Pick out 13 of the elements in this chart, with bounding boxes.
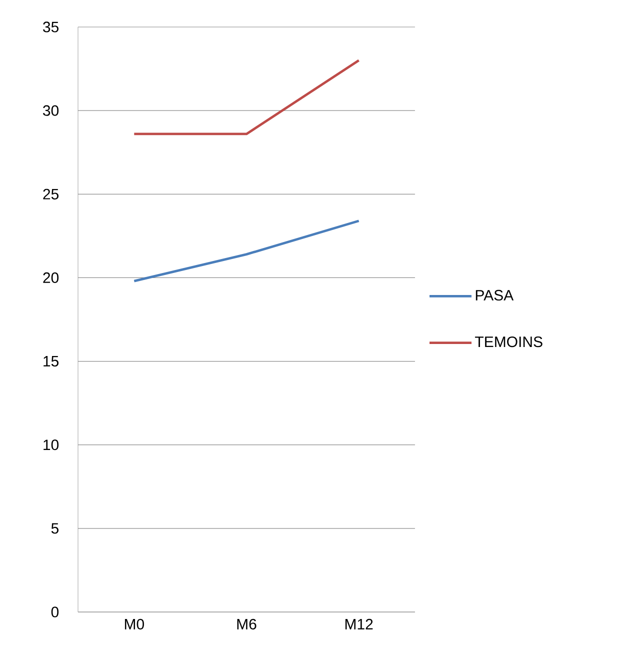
y-tick-label: 30 [43, 105, 59, 116]
y-tick-label: 0 [51, 606, 59, 618]
y-tick-label: 15 [44, 356, 59, 367]
y-tick-label: 10 [44, 440, 59, 450]
x-tick-label: M6 [237, 618, 256, 630]
y-tick-label: 5 [51, 523, 59, 534]
x-tick-label: M12 [345, 618, 373, 630]
y-tick-label: 20 [43, 272, 59, 284]
legend-label: PASA [476, 290, 514, 301]
legend-label: TEMOINS [475, 336, 542, 348]
y-tick-label: 35 [43, 22, 59, 32]
y-tick-label: 25 [43, 188, 59, 200]
x-tick-label: M0 [124, 618, 144, 630]
